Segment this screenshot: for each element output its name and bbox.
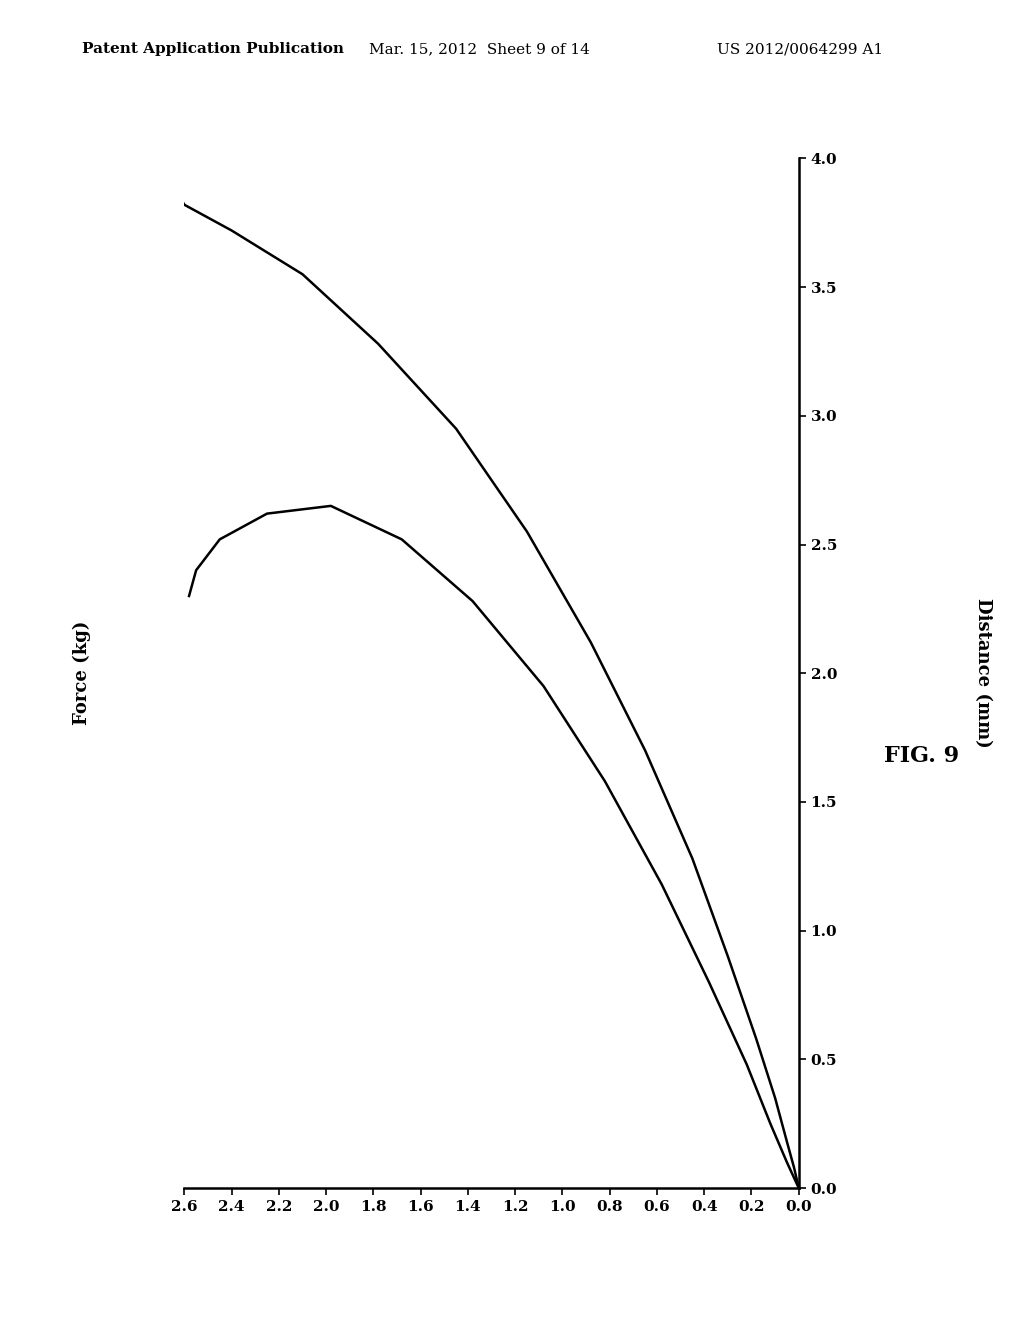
Text: US 2012/0064299 A1: US 2012/0064299 A1 [717,42,883,57]
Text: Patent Application Publication: Patent Application Publication [82,42,344,57]
Text: Force (kg): Force (kg) [73,620,91,726]
Text: Mar. 15, 2012  Sheet 9 of 14: Mar. 15, 2012 Sheet 9 of 14 [369,42,590,57]
Text: FIG. 9: FIG. 9 [884,744,959,767]
Text: Distance (mm): Distance (mm) [974,598,992,748]
